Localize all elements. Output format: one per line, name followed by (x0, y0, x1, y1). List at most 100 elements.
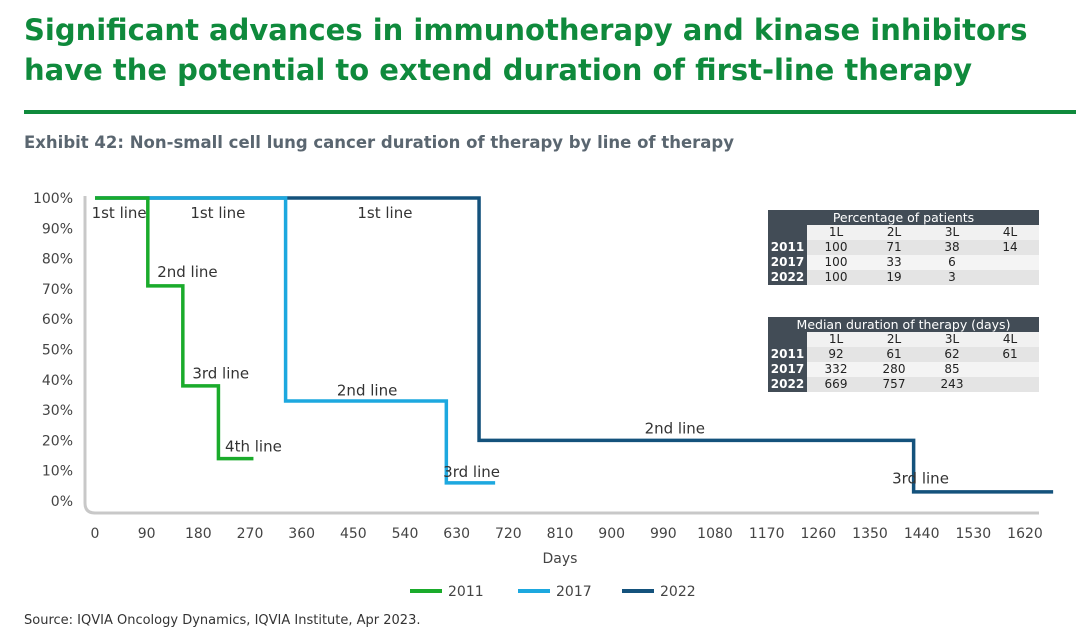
y-tick-label: 80% (42, 252, 73, 268)
x-tick-label: 360 (288, 526, 315, 542)
legend-label-2017: 2017 (556, 584, 592, 600)
table-cell: 243 (923, 377, 981, 392)
exhibit-title: Exhibit 42: Non-small cell lung cancer d… (24, 133, 734, 152)
headline: Significant advances in immunotherapy an… (24, 13, 1028, 87)
table-cell: 100 (807, 255, 865, 270)
table-cell: 14 (981, 240, 1039, 255)
line-label-2022: 1st line (357, 204, 412, 222)
table-row: 2011 92 61 62 61 (768, 347, 1039, 362)
legend-label-2022: 2022 (660, 584, 696, 600)
column-header: 1L (807, 332, 865, 347)
table-row: 2022 100 19 3 (768, 270, 1039, 285)
x-tick-label: 1530 (956, 526, 992, 542)
table-row: 2011 100 71 38 14 (768, 240, 1039, 255)
row-year: 2022 (768, 377, 807, 392)
y-tick-label: 90% (42, 221, 73, 237)
x-tick-label: 630 (443, 526, 470, 542)
table-cell: 3 (923, 270, 981, 285)
series-line-2011 (95, 196, 254, 461)
table-cell (981, 377, 1039, 392)
y-tick-label: 0% (51, 494, 73, 510)
duration-step-chart: 0% 10% 20% 30% 40% 50% 60% 70% 80% 90% 100% 0 90 180 2… (33, 191, 1054, 600)
line-label-2011: 2nd line (157, 263, 217, 281)
headline-divider (24, 110, 1076, 114)
table-caption: Median duration of therapy (days) (768, 317, 1039, 332)
table-cell: 100 (807, 270, 865, 285)
x-tick-label: 1260 (801, 526, 837, 542)
line-label-2011: 3rd line (192, 365, 249, 383)
table-corner (768, 332, 807, 347)
x-tick-label: 990 (650, 526, 677, 542)
y-tick-label: 40% (42, 373, 73, 389)
column-header: 4L (981, 225, 1039, 240)
column-header: 4L (981, 332, 1039, 347)
table-cell: 33 (865, 255, 923, 270)
table-cell: 61 (865, 347, 923, 362)
x-tick-label: 1620 (1007, 526, 1043, 542)
line-label-2011: 4th line (225, 437, 282, 455)
y-tick-label: 100% (33, 191, 73, 207)
y-tick-label: 20% (42, 433, 73, 449)
x-axis-label: Days (543, 551, 578, 567)
y-tick-label: 30% (42, 403, 73, 419)
y-tick-label: 60% (42, 312, 73, 328)
table-row: 2017 100 33 6 (768, 255, 1039, 270)
x-tick-label: 1080 (697, 526, 733, 542)
table-cell: 19 (865, 270, 923, 285)
x-tick-label: 180 (185, 526, 212, 542)
x-tick-label: 1170 (749, 526, 785, 542)
median-duration-table: Median duration of therapy (days) 1L 2L … (768, 317, 1039, 392)
table-cell: 757 (865, 377, 923, 392)
table-cell (981, 270, 1039, 285)
table-cell: 669 (807, 377, 865, 392)
table-cell: 62 (923, 347, 981, 362)
column-header: 1L (807, 225, 865, 240)
table-cell: 6 (923, 255, 981, 270)
x-tick-label: 1440 (904, 526, 940, 542)
table-cell: 71 (865, 240, 923, 255)
percent-patients-table: Percentage of patients 1L 2L 3L 4L 2011 … (768, 210, 1039, 285)
y-tick-label: 50% (42, 343, 73, 359)
table-caption: Percentage of patients (768, 210, 1039, 225)
table-cell: 61 (981, 347, 1039, 362)
row-year: 2011 (768, 347, 807, 362)
table-cell: 332 (807, 362, 865, 377)
column-header: 2L (865, 225, 923, 240)
axis-frame (83, 196, 1039, 515)
line-label-2022: 3rd line (892, 469, 949, 487)
table-cell: 100 (807, 240, 865, 255)
table-row: 2022 669 757 243 (768, 377, 1039, 392)
series-line-2017 (95, 196, 496, 485)
table-corner (768, 225, 807, 240)
line-label-2017: 3rd line (443, 463, 500, 481)
line-label-2017: 2nd line (337, 381, 397, 399)
table-cell (981, 362, 1039, 377)
y-tick-label: 10% (42, 464, 73, 480)
x-tick-label: 90 (138, 526, 156, 542)
x-tick-label: 540 (392, 526, 419, 542)
x-tick-label: 720 (495, 526, 522, 542)
column-header: 2L (865, 332, 923, 347)
row-year: 2011 (768, 240, 807, 255)
table-cell (981, 255, 1039, 270)
x-tick-label: 450 (340, 526, 367, 542)
x-tick-label: 810 (547, 526, 574, 542)
x-tick-label: 270 (237, 526, 264, 542)
column-header: 3L (923, 225, 981, 240)
line-label-2011: 1st line (92, 204, 147, 222)
table-cell: 92 (807, 347, 865, 362)
legend-label-2011: 2011 (448, 584, 484, 600)
source-note: Source: IQVIA Oncology Dynamics, IQVIA I… (24, 613, 421, 628)
column-header: 3L (923, 332, 981, 347)
row-year: 2017 (768, 362, 807, 377)
row-year: 2017 (768, 255, 807, 270)
y-tick-label: 70% (42, 282, 73, 298)
table-cell: 280 (865, 362, 923, 377)
line-label-2022: 2nd line (645, 419, 705, 437)
table-cell: 38 (923, 240, 981, 255)
series-line-2022 (95, 196, 1054, 494)
x-tick-label: 0 (91, 526, 100, 542)
table-cell: 85 (923, 362, 981, 377)
x-tick-label: 900 (598, 526, 625, 542)
table-row: 2017 332 280 85 (768, 362, 1039, 377)
